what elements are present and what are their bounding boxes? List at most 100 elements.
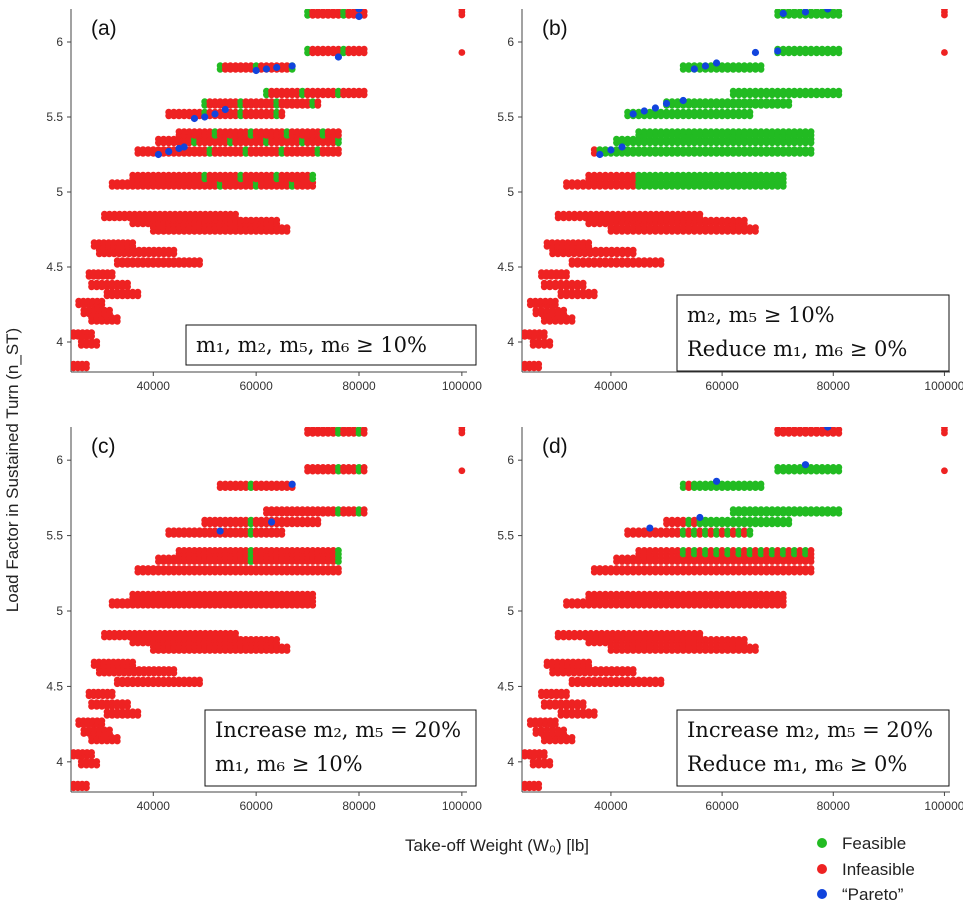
infeasible-point xyxy=(134,676,142,684)
infeasible-point xyxy=(646,676,654,684)
feasible-point xyxy=(724,171,732,179)
infeasible-point xyxy=(355,87,363,95)
infeasible-point xyxy=(696,210,704,218)
infeasible-point xyxy=(587,629,595,637)
infeasible-point xyxy=(155,676,162,684)
infeasible-point xyxy=(191,171,198,179)
infeasible-point xyxy=(304,506,311,514)
infeasible-point xyxy=(221,527,229,535)
infeasible-point xyxy=(175,128,183,136)
infeasible-point xyxy=(785,546,793,554)
infeasible-point xyxy=(201,527,209,535)
infeasible-point xyxy=(149,257,157,265)
infeasible-point xyxy=(663,546,670,554)
feasible-point xyxy=(813,45,820,53)
infeasible-point xyxy=(288,128,296,136)
pareto-point xyxy=(355,9,363,13)
infeasible-point xyxy=(201,546,209,554)
infeasible-point xyxy=(740,216,748,224)
infeasible-point xyxy=(774,546,782,554)
feasible-point xyxy=(790,9,798,16)
infeasible-point xyxy=(729,216,737,224)
infeasible-point xyxy=(585,257,593,265)
infeasible-point xyxy=(535,780,543,788)
feasible-point xyxy=(807,464,815,471)
infeasible-point xyxy=(619,666,626,673)
infeasible-point xyxy=(618,590,626,598)
infeasible-point xyxy=(263,108,270,116)
infeasible-point xyxy=(227,527,234,535)
infeasible-point xyxy=(624,554,632,562)
infeasible-point xyxy=(324,87,332,95)
infeasible-point xyxy=(590,708,598,716)
infeasible-point xyxy=(135,666,143,673)
feasible-point xyxy=(211,128,219,136)
pareto-point xyxy=(801,9,810,16)
infeasible-point xyxy=(206,527,214,535)
infeasible-point xyxy=(598,629,606,637)
infeasible-point xyxy=(557,699,565,707)
data-points xyxy=(522,9,948,372)
infeasible-point xyxy=(124,676,131,684)
infeasible-point xyxy=(124,179,131,187)
feasible-point xyxy=(785,9,793,16)
infeasible-point xyxy=(746,565,754,572)
infeasible-point xyxy=(674,516,682,524)
infeasible-point xyxy=(319,9,327,16)
infeasible-point xyxy=(707,216,715,224)
infeasible-point xyxy=(191,629,199,637)
infeasible-point xyxy=(124,699,131,707)
pareto-point xyxy=(712,477,721,485)
infeasible-point xyxy=(191,527,198,535)
infeasible-point xyxy=(740,527,748,535)
infeasible-point xyxy=(242,546,250,554)
infeasible-point xyxy=(640,257,648,265)
legend-label-feasible: Feasible xyxy=(842,834,906,853)
infeasible-point xyxy=(278,108,286,116)
infeasible-point xyxy=(257,146,265,154)
infeasible-point xyxy=(319,546,327,554)
infeasible-point xyxy=(319,464,327,471)
infeasible-point xyxy=(103,699,111,707)
infeasible-point xyxy=(592,629,600,637)
infeasible-point xyxy=(713,590,720,598)
infeasible-point xyxy=(113,279,121,287)
feasible-point xyxy=(729,108,737,116)
infeasible-point xyxy=(171,629,179,637)
feasible-point xyxy=(796,9,804,16)
feasible-point xyxy=(707,171,715,179)
infeasible-point xyxy=(543,239,551,247)
infeasible-point xyxy=(101,726,108,734)
infeasible-point xyxy=(579,279,587,287)
infeasible-point xyxy=(568,288,576,296)
infeasible-point xyxy=(536,717,544,725)
infeasible-point xyxy=(796,546,804,554)
infeasible-point xyxy=(576,629,584,637)
infeasible-point xyxy=(144,565,152,572)
infeasible-point xyxy=(458,49,466,56)
infeasible-point xyxy=(529,758,537,765)
infeasible-point xyxy=(543,658,551,666)
infeasible-point xyxy=(304,565,311,572)
infeasible-point xyxy=(324,146,332,154)
infeasible-point xyxy=(191,128,198,136)
infeasible-point xyxy=(273,565,281,572)
infeasible-point xyxy=(257,527,265,535)
feasible-point xyxy=(624,146,632,154)
infeasible-point xyxy=(283,516,291,524)
infeasible-point xyxy=(304,427,311,434)
infeasible-point xyxy=(134,590,142,598)
infeasible-point xyxy=(713,216,720,224)
feasible-point xyxy=(729,480,737,488)
infeasible-point xyxy=(221,128,229,136)
infeasible-point xyxy=(329,464,337,471)
feasible-point xyxy=(702,146,709,154)
infeasible-point xyxy=(340,506,347,514)
infeasible-point xyxy=(560,629,567,637)
feasible-point xyxy=(752,62,759,70)
feasible-point xyxy=(304,9,311,16)
infeasible-point xyxy=(247,108,255,116)
infeasible-point xyxy=(646,257,654,265)
infeasible-point xyxy=(309,464,317,471)
infeasible-point xyxy=(580,658,587,666)
